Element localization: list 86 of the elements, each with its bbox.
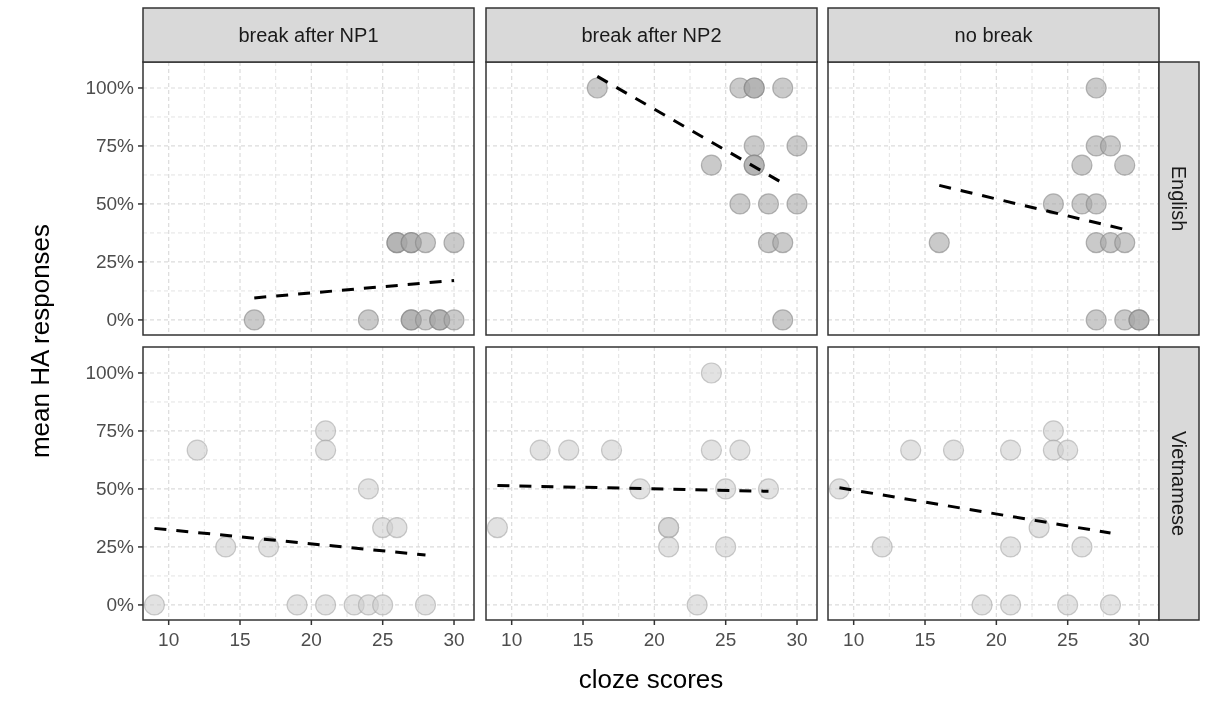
- point: [357, 478, 380, 500]
- x-tick-label: 20: [985, 629, 1007, 650]
- y-tick-label: 50%: [95, 193, 135, 215]
- x-tick-label: 20: [643, 629, 665, 650]
- point: [1000, 536, 1022, 558]
- point: [1057, 594, 1079, 616]
- point: [143, 594, 166, 616]
- point: [743, 135, 765, 157]
- point: [757, 193, 780, 215]
- x-tick-label: 10: [501, 629, 523, 650]
- y-tick-label: 50%: [95, 478, 135, 500]
- x-tick-label: 15: [914, 629, 936, 650]
- point: [600, 439, 623, 461]
- x-tick-label: 20: [300, 629, 322, 650]
- point: [586, 77, 608, 99]
- point: [558, 439, 580, 461]
- point: [871, 536, 893, 558]
- x-axis-title: cloze scores: [578, 664, 724, 694]
- chart-title: break after NP1: [238, 24, 379, 46]
- x-tick-label: 15: [572, 629, 594, 650]
- point: [772, 232, 794, 254]
- point: [1085, 309, 1107, 331]
- point: [315, 594, 337, 616]
- x-tick-label: 30: [443, 629, 465, 650]
- x-tick-label: 10: [158, 629, 180, 650]
- point: [786, 135, 808, 157]
- y-tick-label: 0%: [106, 309, 135, 331]
- point: [828, 478, 851, 500]
- x-tick-label: 30: [786, 629, 808, 650]
- point: [486, 517, 509, 539]
- x-tick-label: 25: [715, 629, 737, 650]
- point: [928, 232, 950, 254]
- point: [786, 193, 808, 215]
- point: [1000, 594, 1022, 616]
- y-axis-title: mean HA responses: [25, 223, 55, 459]
- x-tick-label: 15: [229, 629, 251, 650]
- point: [315, 439, 337, 461]
- point: [715, 536, 737, 558]
- chart-title: break after NP2: [581, 24, 722, 46]
- point: [1114, 154, 1136, 176]
- point: [315, 420, 337, 442]
- point: [700, 362, 723, 384]
- y-tick-label: 100%: [85, 77, 135, 99]
- y-tick-label: 25%: [95, 536, 135, 558]
- x-tick-label: 25: [372, 629, 394, 650]
- point: [1071, 536, 1093, 558]
- point: [772, 77, 794, 99]
- point: [1000, 439, 1022, 461]
- point: [700, 154, 723, 176]
- x-tick-label: 25: [1057, 629, 1079, 650]
- point: [1099, 594, 1122, 616]
- y2-axis-title: Vietnamese: [1168, 430, 1190, 537]
- point: [529, 439, 551, 461]
- chart-title: no break: [954, 24, 1034, 46]
- point: [971, 594, 993, 616]
- point: [1042, 420, 1065, 442]
- point: [372, 594, 394, 616]
- point: [757, 478, 780, 500]
- point: [286, 594, 308, 616]
- point: [658, 536, 680, 558]
- y-tick-label: 100%: [85, 362, 135, 384]
- point: [686, 594, 708, 616]
- point: [700, 439, 723, 461]
- point: [1085, 77, 1107, 99]
- point: [729, 439, 751, 461]
- point: [900, 439, 922, 461]
- point: [1042, 193, 1065, 215]
- x-tick-label: 10: [843, 629, 865, 650]
- y-tick-label: 75%: [95, 420, 135, 442]
- point: [1057, 439, 1079, 461]
- point: [1099, 135, 1122, 157]
- y-tick-label: 0%: [106, 594, 135, 616]
- point: [772, 309, 794, 331]
- point: [386, 517, 408, 539]
- point: [1114, 232, 1136, 254]
- point: [1071, 154, 1093, 176]
- x-tick-label: 30: [1128, 629, 1150, 650]
- point: [942, 439, 965, 461]
- point: [1085, 193, 1107, 215]
- point: [414, 594, 437, 616]
- y-tick-label: 75%: [95, 135, 135, 157]
- point: [186, 439, 208, 461]
- y2-axis-title: English: [1168, 165, 1190, 232]
- point: [215, 536, 237, 558]
- point: [729, 193, 751, 215]
- y-tick-label: 25%: [95, 251, 135, 273]
